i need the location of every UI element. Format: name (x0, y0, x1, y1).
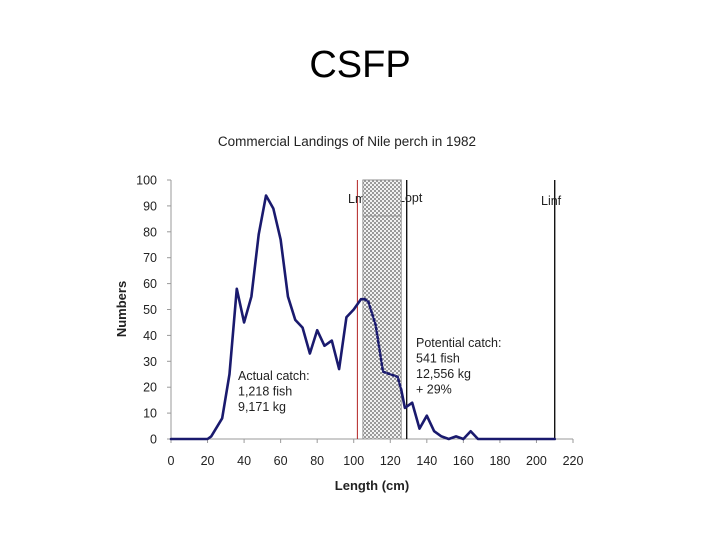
lopt-range-band (362, 179, 402, 440)
y-tick-label: 90 (143, 199, 157, 213)
slide-title: CSFP (309, 44, 411, 86)
x-tick-label: 140 (416, 454, 437, 468)
y-tick-label: 40 (143, 329, 157, 343)
annotation-actual-line: 1,218 fish (238, 385, 292, 399)
ref-label-lm: Lm (348, 192, 365, 206)
annotation-actual-line: 9,171 kg (238, 400, 286, 414)
annotation-actual-line: Actual catch: (238, 369, 310, 383)
y-tick-label: 100 (136, 174, 157, 188)
x-tick-label: 180 (489, 454, 510, 468)
ref-label-linf: Linf (541, 194, 562, 208)
x-tick-label: 220 (563, 454, 584, 468)
x-tick-label: 100 (343, 454, 364, 468)
x-tick-label: 80 (310, 454, 324, 468)
series-line-catch-tail (399, 388, 557, 441)
x-tick-label: 0 (168, 454, 175, 468)
chart-title: Commercial Landings of Nile perch in 198… (218, 134, 476, 149)
lopt-range-band-overlay (362, 179, 402, 217)
y-tick-label: 20 (143, 381, 157, 395)
x-tick-label: 40 (237, 454, 251, 468)
x-tick-label: 200 (526, 454, 547, 468)
series-line-potential-catch (363, 297, 403, 392)
y-axis-label: Numbers (114, 281, 129, 337)
y-tick-label: 70 (143, 251, 157, 265)
annotation-potential-line: 541 fish (416, 352, 460, 366)
annotation-potential-line: + 29% (416, 383, 452, 397)
annotation-potential-line: 12,556 kg (416, 367, 471, 381)
y-tick-label: 10 (143, 407, 157, 421)
x-tick-label: 120 (380, 454, 401, 468)
x-axis-label: Length (cm) (335, 478, 409, 493)
ref-label-lopt: Lopt (398, 191, 423, 205)
x-tick-label: 160 (453, 454, 474, 468)
y-tick-label: 30 (143, 355, 157, 369)
series-line-actual-catch (169, 194, 366, 441)
x-tick-label: 60 (274, 454, 288, 468)
y-tick-label: 80 (143, 225, 157, 239)
annotation-potential-line: Potential catch: (416, 336, 501, 350)
y-tick-label: 0 (150, 433, 157, 447)
x-tick-label: 20 (201, 454, 215, 468)
y-tick-label: 50 (143, 303, 157, 317)
plot-area: 0 10 20 30 40 50 60 70 80 90 100 0 20 40 60 80 100 120 140… (136, 174, 583, 469)
y-tick-label: 60 (143, 277, 157, 291)
